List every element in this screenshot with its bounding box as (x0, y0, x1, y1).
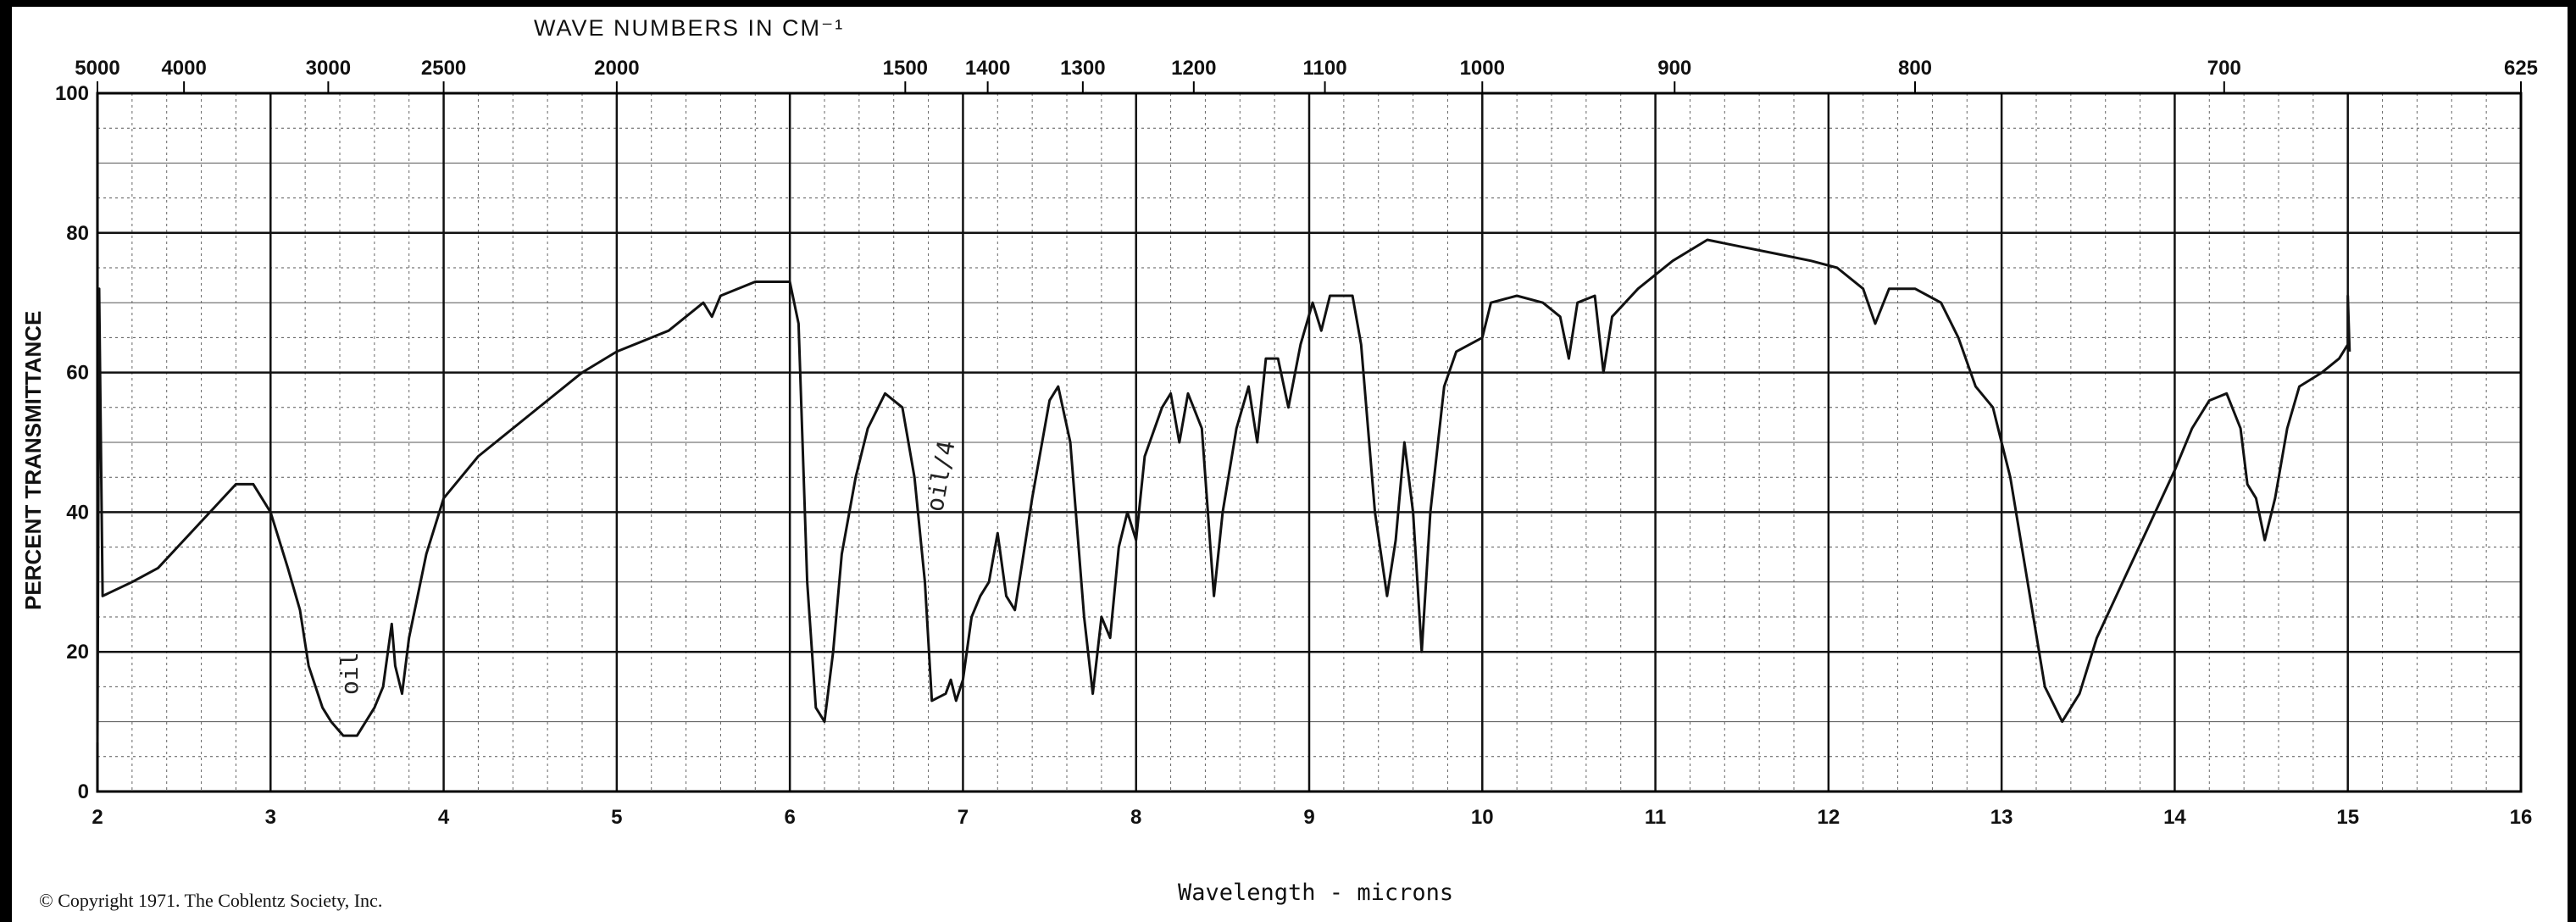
x-tick-label: 9 (1303, 806, 1314, 829)
wavenumber-title: WAVE NUMBERS IN CM⁻¹ (534, 15, 845, 41)
top-tick-label: 1200 (1171, 57, 1216, 80)
top-tick-label: 800 (1898, 57, 1932, 80)
left-tick-labels: 0 20 40 60 80 100 (55, 82, 89, 803)
y-tick-label: 40 (66, 501, 89, 524)
top-tick-label: 900 (1657, 57, 1691, 80)
right-border (2568, 0, 2576, 922)
y-tick-label: 100 (55, 82, 89, 105)
top-tick-label: 1400 (965, 57, 1010, 80)
x-tick-label: 13 (1990, 806, 2013, 829)
oil-dilution-annotation: oil/4 (920, 438, 960, 514)
top-tick-label: 1000 (1460, 57, 1505, 80)
y-tick-label: 80 (66, 222, 89, 245)
spectrum-series (96, 238, 2351, 743)
x-tick-label: 12 (1818, 806, 1840, 829)
y-axis-title: PERCENT TRANSMITTANCE (20, 310, 46, 610)
top-tick-label: 625 (2504, 57, 2538, 80)
top-tick-label: 3000 (306, 57, 351, 80)
x-tick-label: 7 (958, 806, 969, 829)
y-tick-label: 60 (66, 362, 89, 385)
oil-annotation: oil (336, 652, 364, 695)
bottom-tick-labels: 2 3 4 5 6 7 8 9 10 11 12 13 14 15 16 (92, 806, 2532, 829)
x-tick-label: 3 (265, 806, 276, 829)
x-axis-title: Wavelength - microns (1178, 880, 1454, 906)
top-tick-label: 4000 (161, 57, 206, 80)
top-tick-label: 2000 (594, 57, 639, 80)
top-tick-label: 5000 (75, 57, 119, 80)
x-tick-label: 11 (1645, 806, 1666, 829)
top-tick-label: 700 (2207, 57, 2241, 80)
y-tick-label: 20 (66, 641, 89, 664)
top-tick-label: 1300 (1060, 57, 1105, 80)
handwritten-annotations: oil oil/4 (336, 438, 961, 695)
top-tick-label: 2500 (421, 57, 466, 80)
top-tick-label: 1500 (883, 57, 928, 80)
x-tick-label: 5 (611, 806, 622, 829)
x-tick-label: 4 (438, 806, 450, 829)
left-border (0, 0, 12, 922)
x-tick-label: 10 (1471, 806, 1494, 829)
y-tick-label: 0 (78, 780, 89, 803)
x-tick-label: 16 (2510, 806, 2533, 829)
copyright-notice: © Copyright 1971. The Coblentz Society, … (39, 890, 383, 911)
top-tick-label: 1100 (1303, 57, 1347, 80)
x-tick-label: 6 (784, 806, 795, 829)
top-border (0, 0, 2576, 7)
x-tick-label: 14 (2163, 806, 2186, 829)
x-tick-label: 2 (92, 806, 103, 829)
x-tick-label: 8 (1130, 806, 1141, 829)
x-tick-label: 15 (2336, 806, 2359, 829)
top-tick-labels: 5000 4000 3000 2500 2000 1500 1400 1300 1200 1100… (75, 57, 2538, 93)
spectrum-line (96, 238, 2351, 743)
